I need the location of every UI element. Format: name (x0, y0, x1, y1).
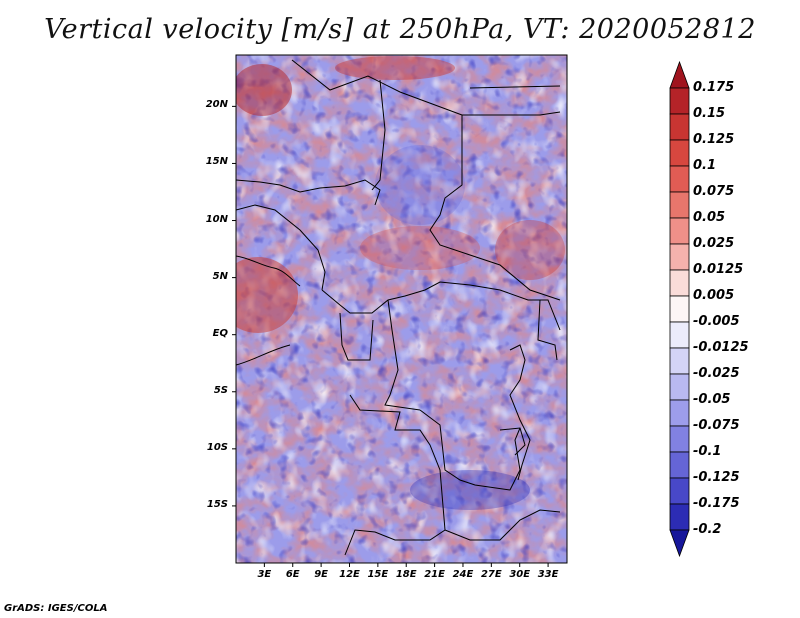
colorbar-swatch (669, 425, 690, 453)
map-frame (235, 54, 568, 564)
lon-tick-label: 12E (339, 569, 360, 580)
colorbar-label: -0.05 (693, 392, 731, 407)
colorbar-swatch (669, 87, 690, 115)
lat-tick-label: 10N (205, 213, 228, 225)
country-borders (236, 59, 561, 556)
colorbar-label: -0.005 (693, 314, 740, 329)
lon-tick-label: 15E (367, 569, 389, 580)
colorbar-swatch (669, 139, 690, 167)
colorbar-label: -0.075 (693, 418, 740, 433)
colorbar-swatch (669, 529, 690, 558)
colorbar-label: 0.075 (693, 184, 735, 199)
lat-tick-label: EQ (212, 327, 228, 339)
colorbar-label: 0.005 (693, 288, 735, 303)
colorbar-swatch (669, 217, 690, 245)
lon-tick-label: 9E (314, 569, 328, 580)
footer-credit: GrADS: IGES/COLA (4, 603, 108, 614)
colorbar-label: 0.1 (693, 158, 717, 173)
colorbar-swatch (669, 191, 690, 219)
colorbar-label: 0.0125 (693, 262, 744, 277)
colorbar-label: -0.2 (693, 522, 722, 537)
lon-tick-label: 6E (285, 569, 300, 580)
lat-tick-label: 20N (205, 99, 228, 111)
lat-tick-label: 5S (213, 384, 228, 396)
lon-tick-label: 18E (395, 569, 417, 580)
colorbar-swatch (669, 503, 690, 531)
lon-tick-label: 21E (424, 569, 445, 580)
chart-title: Vertical velocity [m/s] at 250hPa, VT: 2… (44, 14, 756, 45)
lon-tick-label: 33E (537, 569, 559, 580)
colorbar-label: -0.0125 (693, 340, 749, 355)
colorbar-swatch (669, 373, 690, 401)
lon-tick-label: 30E (509, 569, 531, 580)
colorbar-label: 0.025 (693, 236, 735, 251)
lat-tick-label: 5N (212, 270, 228, 282)
colorbar-label: -0.125 (693, 470, 740, 485)
colorbar-swatch (669, 399, 690, 427)
colorbar-swatch (669, 477, 690, 505)
lon-tick-label: 3E (257, 569, 272, 580)
colorbar-label: 0.15 (693, 106, 726, 121)
colorbar (669, 60, 690, 558)
lon-tick-label: 24E (452, 569, 474, 580)
colorbar-swatch (669, 243, 690, 271)
axis-ticks (232, 105, 549, 567)
colorbar-label: 0.125 (693, 132, 735, 147)
colorbar-label: -0.025 (693, 366, 740, 381)
lat-tick-label: 10S (206, 441, 228, 453)
colorbar-label: -0.1 (693, 444, 722, 459)
colorbar-swatch (669, 165, 690, 193)
lon-tick-label: 27E (480, 569, 502, 580)
colorbar-swatch (669, 451, 690, 479)
colorbar-label: -0.175 (693, 496, 740, 511)
lat-tick-label: 15S (206, 498, 228, 510)
colorbar-swatch (669, 295, 690, 323)
colorbar-label: 0.175 (693, 80, 735, 95)
colorbar-swatch (669, 60, 690, 89)
colorbar-swatch (669, 113, 690, 141)
colorbar-swatch (669, 321, 690, 349)
colorbar-swatch (669, 347, 690, 375)
field-shading (236, 55, 567, 563)
colorbar-swatch (669, 269, 690, 297)
colorbar-label: 0.05 (693, 210, 726, 225)
lat-tick-label: 15N (205, 156, 228, 168)
